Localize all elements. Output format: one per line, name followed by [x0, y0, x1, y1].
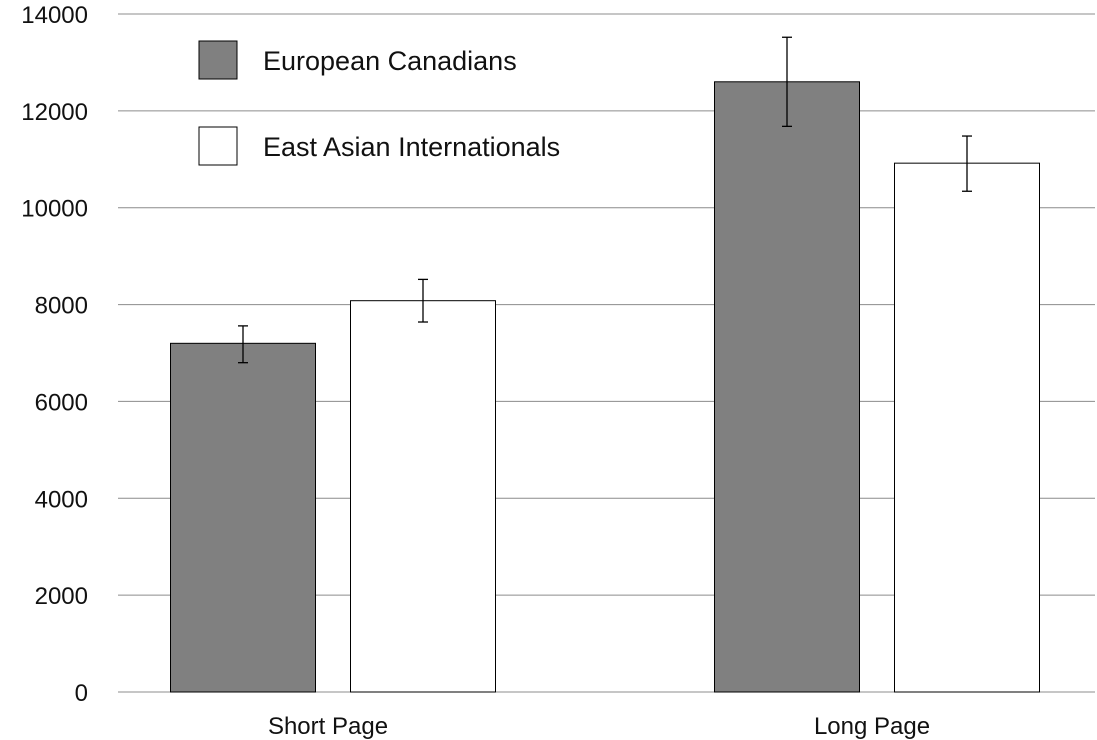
bars	[170, 81, 1040, 693]
x-category-label: Long Page	[814, 713, 930, 740]
bar	[894, 162, 1040, 693]
error-bars	[238, 36, 972, 364]
legend-swatch	[198, 126, 238, 166]
bar	[350, 300, 496, 693]
y-tick-label: 2000	[35, 583, 88, 610]
legend-swatch	[198, 40, 238, 80]
legend: European Canadians East Asian Internation…	[198, 40, 560, 166]
x-category-label: Short Page	[268, 713, 388, 740]
y-tick-label: 14000	[21, 2, 88, 29]
y-tick-label: 8000	[35, 293, 88, 320]
legend-label: European Canadians	[263, 46, 517, 76]
y-tick-label: 10000	[21, 196, 88, 223]
bar	[170, 342, 316, 693]
x-axis-category-labels: Short Page Long Page	[268, 713, 930, 740]
y-axis-tick-labels: 0 2000 4000 6000 8000 10000 12000 14000	[21, 2, 88, 707]
bar	[714, 81, 860, 693]
y-tick-label: 12000	[21, 99, 88, 126]
y-tick-label: 6000	[35, 389, 88, 416]
y-tick-label: 4000	[35, 486, 88, 513]
legend-label: East Asian Internationals	[263, 132, 560, 162]
y-tick-label: 0	[75, 680, 88, 707]
